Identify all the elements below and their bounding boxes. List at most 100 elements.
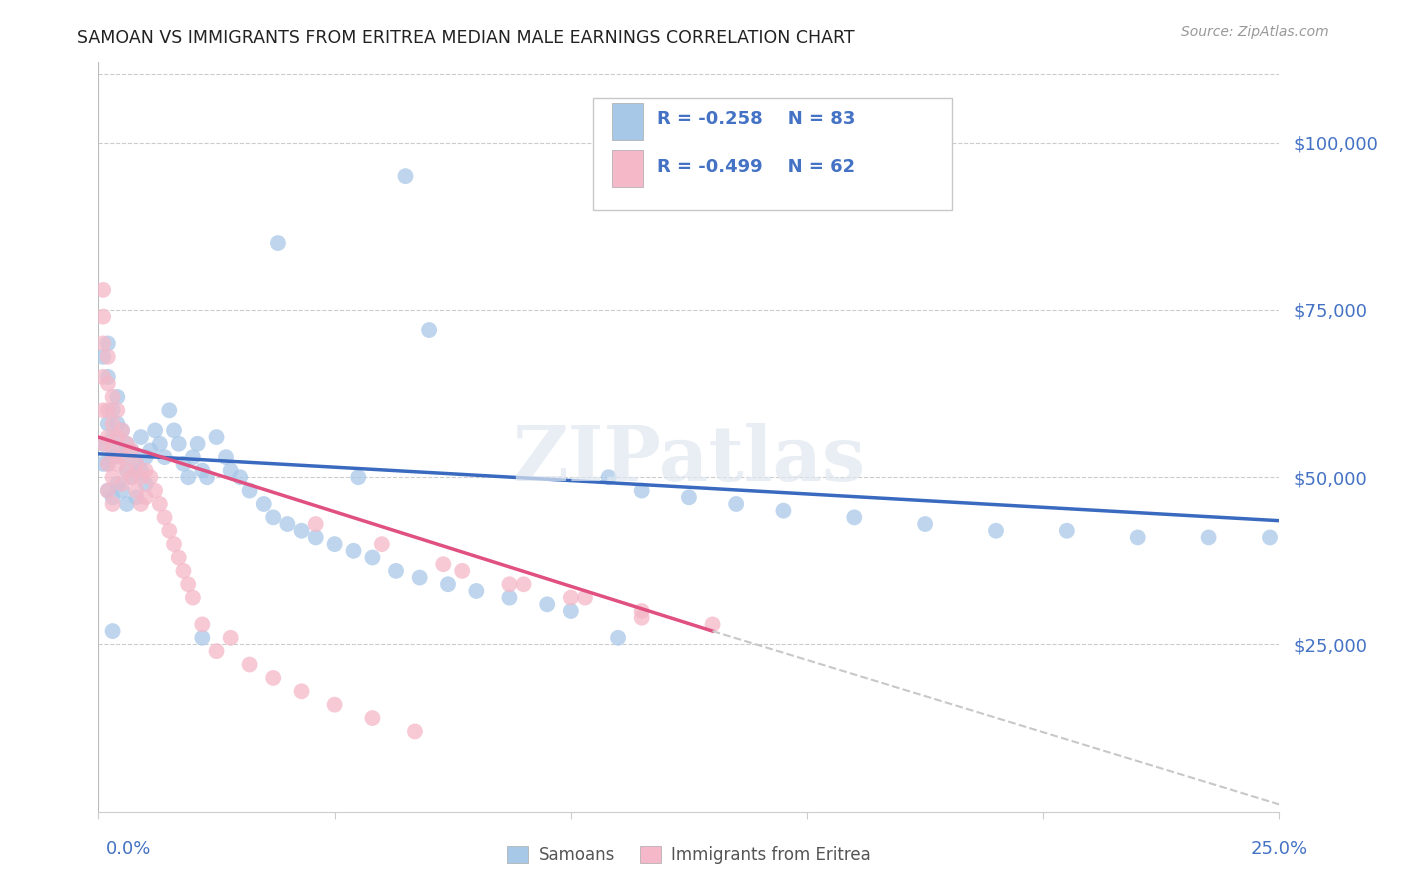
Point: [101, 497, 124, 511]
Point: [323, 537, 346, 551]
Point: [97, 376, 120, 391]
Point: [1056, 524, 1078, 538]
Point: [101, 430, 124, 444]
Point: [536, 598, 558, 612]
Point: [135, 490, 157, 504]
Point: [125, 457, 148, 471]
Point: [239, 483, 262, 498]
Point: [361, 711, 384, 725]
Point: [512, 577, 534, 591]
Point: [105, 457, 128, 471]
Point: [253, 497, 276, 511]
Point: [630, 610, 652, 624]
Point: [149, 436, 172, 450]
Point: [181, 591, 204, 605]
Text: R = -0.499    N = 62: R = -0.499 N = 62: [657, 158, 855, 176]
Point: [143, 483, 166, 498]
Point: [135, 464, 157, 478]
Point: [97, 369, 120, 384]
Point: [1258, 530, 1281, 544]
Point: [598, 470, 620, 484]
Point: [129, 470, 152, 484]
Legend: Samoans, Immigrants from Eritrea: Samoans, Immigrants from Eritrea: [501, 839, 877, 871]
Point: [290, 524, 312, 538]
Point: [115, 464, 138, 478]
Point: [219, 631, 242, 645]
Point: [267, 235, 290, 250]
Point: [97, 430, 120, 444]
Point: [97, 350, 120, 364]
Point: [101, 403, 124, 417]
Point: [153, 510, 176, 524]
Point: [187, 436, 209, 450]
Point: [347, 470, 370, 484]
Text: SAMOAN VS IMMIGRANTS FROM ERITREA MEDIAN MALE EARNINGS CORRELATION CHART: SAMOAN VS IMMIGRANTS FROM ERITREA MEDIAN…: [77, 29, 855, 46]
Point: [163, 537, 186, 551]
Point: [157, 524, 180, 538]
Point: [394, 169, 416, 183]
Point: [276, 516, 298, 531]
Point: [143, 423, 166, 437]
Point: [418, 323, 440, 337]
Point: [111, 476, 134, 491]
Point: [498, 591, 520, 605]
Text: ZIPatlas: ZIPatlas: [512, 423, 866, 497]
Point: [219, 464, 242, 478]
Point: [121, 470, 143, 484]
Point: [125, 490, 148, 504]
Point: [91, 310, 114, 324]
Point: [91, 403, 114, 417]
Point: [560, 604, 582, 618]
Point: [498, 577, 520, 591]
Point: [772, 503, 794, 517]
Point: [205, 644, 228, 658]
Point: [115, 436, 138, 450]
Point: [607, 631, 630, 645]
Point: [239, 657, 262, 672]
Point: [97, 457, 120, 471]
Point: [91, 350, 114, 364]
Point: [121, 443, 143, 458]
Point: [323, 698, 346, 712]
Point: [371, 537, 394, 551]
Point: [125, 457, 148, 471]
Point: [111, 450, 134, 464]
Point: [157, 403, 180, 417]
Point: [97, 336, 120, 351]
Text: 0.0%: 0.0%: [105, 840, 150, 858]
Point: [139, 470, 162, 484]
Point: [91, 457, 114, 471]
Point: [172, 457, 194, 471]
Point: [167, 550, 190, 565]
Point: [451, 564, 474, 578]
Point: [678, 490, 700, 504]
Point: [725, 497, 748, 511]
Point: [163, 423, 186, 437]
Point: [167, 436, 190, 450]
Point: [111, 423, 134, 437]
Point: [702, 617, 724, 632]
Point: [105, 390, 128, 404]
Point: [465, 583, 488, 598]
Point: [1126, 530, 1149, 544]
Point: [191, 617, 214, 632]
Point: [290, 684, 312, 698]
Point: [105, 403, 128, 417]
Point: [111, 450, 134, 464]
Point: [97, 403, 120, 417]
Point: [560, 591, 582, 605]
Point: [101, 624, 124, 639]
Point: [101, 490, 124, 504]
Point: [115, 436, 138, 450]
Point: [914, 516, 936, 531]
Point: [129, 430, 152, 444]
Point: [135, 450, 157, 464]
Point: [361, 550, 384, 565]
Point: [404, 724, 426, 739]
Point: [105, 443, 128, 458]
Text: Source: ZipAtlas.com: Source: ZipAtlas.com: [1181, 25, 1329, 39]
Point: [121, 443, 143, 458]
Point: [385, 564, 408, 578]
Point: [262, 671, 284, 685]
Point: [205, 430, 228, 444]
